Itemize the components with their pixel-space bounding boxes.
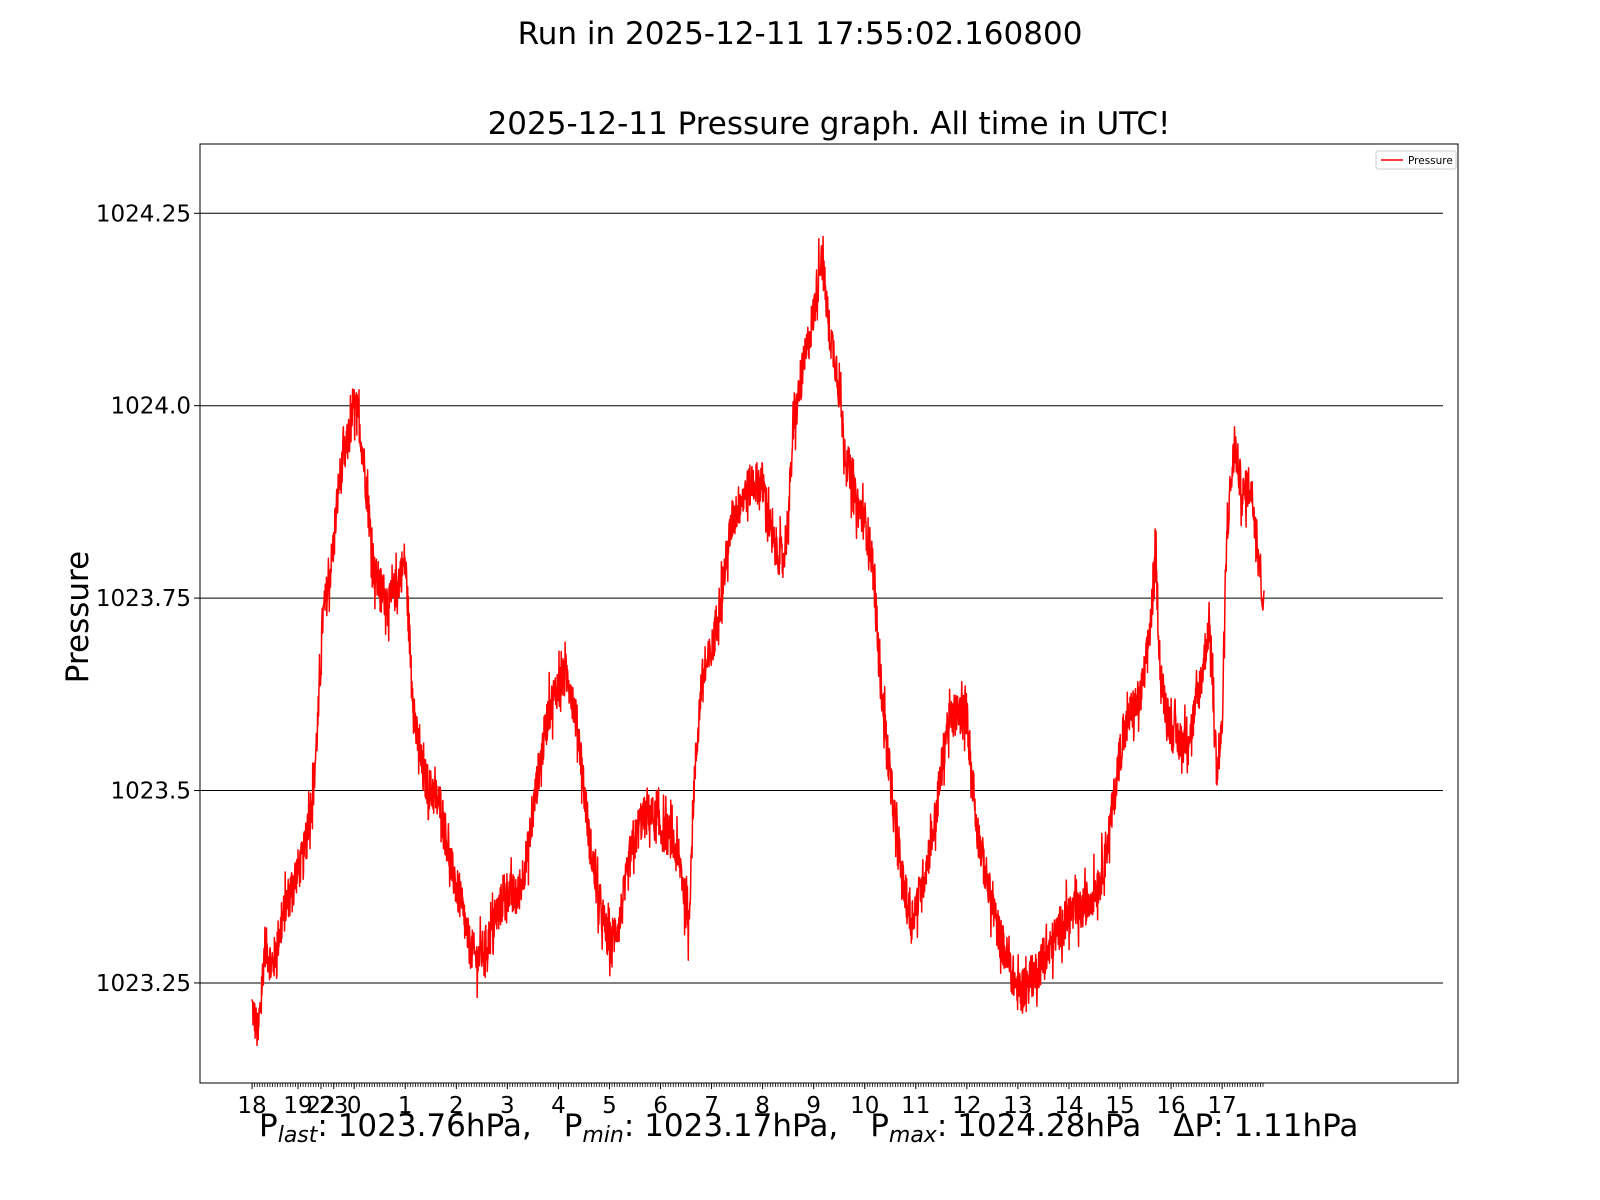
legend: Pressure <box>1375 150 1457 170</box>
x-tick-label-10: 6 <box>653 1093 668 1119</box>
x-tick-label-16: 12 <box>952 1093 981 1119</box>
x-tick-label-1: 19 <box>283 1093 312 1119</box>
p-last-symbol: P <box>259 1108 278 1144</box>
p-last-value: : 1023.76hPa, <box>317 1108 532 1144</box>
run-timestamp-title: Run in 2025-12-11 17:55:02.160800 <box>517 16 1083 52</box>
x-tick-label-13: 9 <box>806 1093 821 1119</box>
p-min-subscript: min <box>582 1123 624 1148</box>
p-last-subscript: last <box>277 1123 318 1148</box>
delta-p: ΔP: 1.11hPa <box>1173 1108 1359 1144</box>
pressure-line <box>251 235 1265 1047</box>
x-tick-label-12: 8 <box>755 1093 770 1119</box>
x-tick-label-2: 22 <box>306 1093 335 1119</box>
y-tick-label-3: 1024.0 <box>111 394 191 420</box>
y-axis-ticks: 1023.25 1023.5 1023.75 1024.0 1024.25 <box>96 201 200 997</box>
legend-label-pressure: Pressure <box>1408 155 1453 167</box>
pressure-statistics: Plast: 1023.76hPa, Pmin: 1023.17hPa, Pmax:… <box>259 1108 1358 1148</box>
p-max-value: : 1024.28hPa <box>936 1108 1142 1144</box>
x-tick-label-0: 18 <box>237 1093 266 1119</box>
y-tick-label-4: 1024.25 <box>96 201 191 227</box>
x-tick-label-6: 2 <box>449 1093 464 1119</box>
x-tick-label-19: 15 <box>1105 1093 1134 1119</box>
chart-title: 2025-12-11 Pressure graph. All time in U… <box>487 106 1171 142</box>
y-tick-label-1: 1023.5 <box>111 779 191 805</box>
p-max-symbol: P <box>870 1108 889 1144</box>
p-max-subscript: max <box>888 1123 937 1148</box>
y-tick-label-0: 1023.25 <box>96 971 191 997</box>
x-tick-label-4: 0 <box>347 1093 362 1119</box>
legend-box <box>1375 150 1457 170</box>
x-tick-label-3: 23 <box>319 1093 348 1119</box>
x-tick-label-7: 3 <box>500 1093 515 1119</box>
x-tick-label-15: 11 <box>901 1093 930 1119</box>
x-tick-label-20: 16 <box>1156 1093 1185 1119</box>
pressure-series <box>251 235 1265 1047</box>
y-tick-label-2: 1023.75 <box>96 586 191 612</box>
grid-lines <box>200 212 1443 984</box>
p-min-value: : 1023.17hPa, <box>623 1108 839 1144</box>
x-tick-label-8: 4 <box>551 1093 566 1119</box>
x-tick-label-14: 10 <box>850 1093 879 1119</box>
x-tick-label-21: 17 <box>1207 1093 1236 1119</box>
x-tick-label-17: 13 <box>1003 1093 1032 1119</box>
x-tick-label-18: 14 <box>1054 1093 1083 1119</box>
p-min-symbol: P <box>563 1108 583 1144</box>
x-tick-label-5: 1 <box>398 1093 413 1119</box>
x-tick-label-9: 5 <box>602 1093 617 1119</box>
x-tick-label-11: 7 <box>704 1093 719 1119</box>
